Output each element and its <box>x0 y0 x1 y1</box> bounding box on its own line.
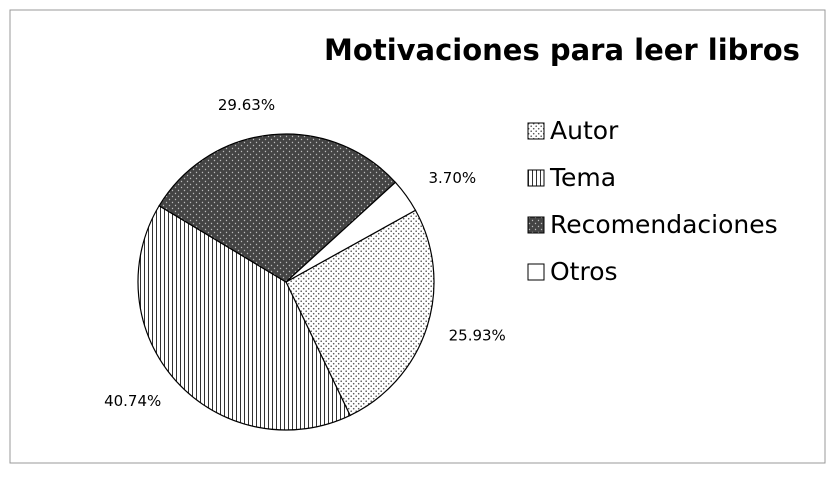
data-label: 40.74% <box>104 392 161 410</box>
data-label: 29.63% <box>218 96 275 114</box>
legend-label: Recomendaciones <box>550 210 778 239</box>
pie-slice <box>285 181 417 283</box>
data-label: 3.70% <box>428 169 476 187</box>
legend-label: Tema <box>549 163 616 192</box>
data-label: 25.93% <box>449 326 506 344</box>
legend-swatch <box>527 216 545 234</box>
legend-swatch <box>527 122 545 140</box>
legend-swatch <box>527 263 545 281</box>
legend-label: Autor <box>550 116 619 145</box>
pie-slice <box>158 133 397 283</box>
legend-label: Otros <box>550 257 618 286</box>
chart-title: Motivaciones para leer libros <box>324 33 800 67</box>
legend-swatch <box>527 169 545 187</box>
pie-slice <box>137 204 351 431</box>
